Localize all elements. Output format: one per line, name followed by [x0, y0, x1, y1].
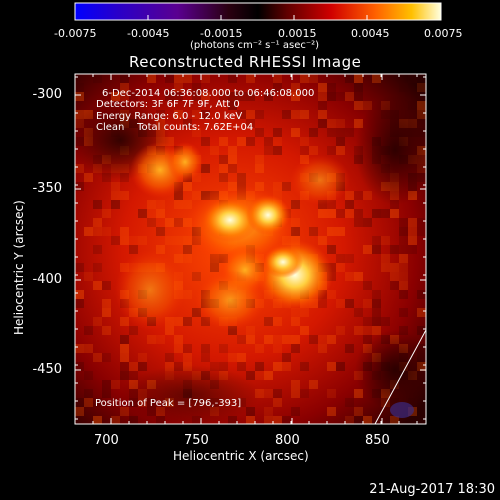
colorbar-tick-label-5: 0.0075 — [424, 27, 463, 40]
y-tick-label-0: -300 — [32, 87, 62, 102]
x-tick-label-2: 800 — [275, 433, 300, 448]
x-axis-label: Heliocentric X (arcsec) — [173, 449, 309, 463]
y-tick-label-2: -400 — [32, 272, 62, 287]
limb-line — [374, 329, 426, 424]
peak-position: Position of Peak = [796,-393] — [95, 398, 242, 409]
colorbar-units: (photons cm⁻² s⁻¹ asec⁻²) — [190, 40, 320, 51]
colorbar-tick-label-0: -0.0075 — [54, 27, 97, 40]
colorbar-tick-label-2: -0.0015 — [200, 27, 243, 40]
info-clean-counts: Clean Total counts: 7.62E+04 — [96, 122, 254, 133]
info-energy-range: Energy Range: 6.0 - 12.0 keV — [96, 111, 243, 122]
rhessi-image — [75, 74, 426, 424]
y-tick-label-1: -350 — [32, 181, 62, 196]
y-axis-label: Heliocentric Y (arcsec) — [12, 200, 26, 335]
x-tick-label-1: 750 — [184, 433, 209, 448]
colorbar-gradient — [74, 2, 442, 21]
colorbar-tick-label-3: 0.0015 — [278, 27, 317, 40]
footer-date: 21-Aug-2017 18:30 — [369, 482, 495, 497]
info-time-range: 6-Dec-2014 06:36:08.000 to 06:46:08.000 — [102, 88, 315, 99]
colorbar-ticks — [74, 15, 442, 20]
x-tick-label-3: 850 — [365, 433, 390, 448]
colorbar-tick-label-4: 0.0045 — [351, 27, 390, 40]
colorbar-tick-label-1: -0.0045 — [127, 27, 170, 40]
info-detectors: Detectors: 3F 6F 7F 9F, Att 0 — [96, 99, 240, 110]
colorbar — [74, 2, 442, 21]
x-tick-label-0: 700 — [94, 433, 119, 448]
plot-axes — [74, 73, 427, 425]
plot-title: Reconstructed RHESSI Image — [129, 53, 362, 71]
y-tick-label-3: -450 — [32, 362, 62, 377]
